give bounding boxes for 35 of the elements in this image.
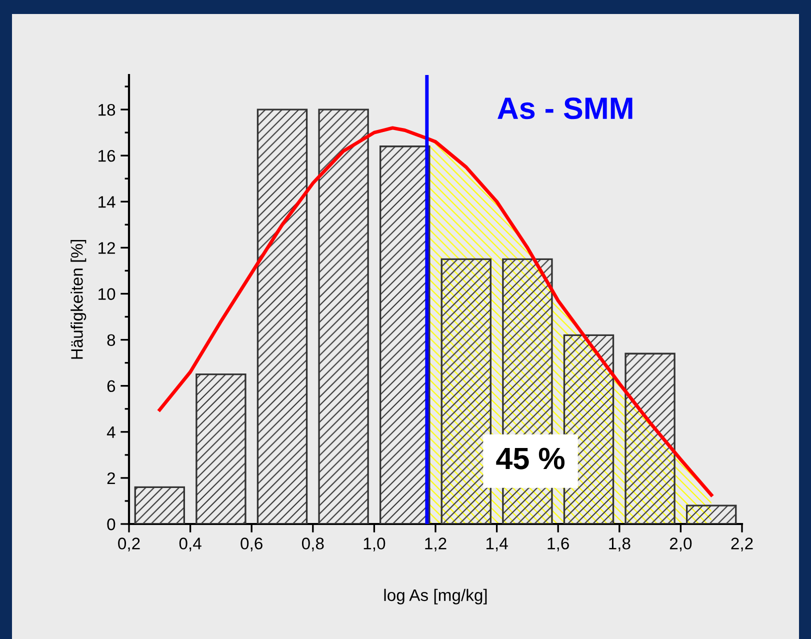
x-tick-label: 1,2 (425, 538, 446, 552)
bar (256, 108, 308, 524)
x-tick-label: 0,8 (302, 538, 324, 552)
y-tick-label: 10 (98, 288, 116, 300)
y-tick-label: 4 (106, 426, 116, 438)
x-tick-label: 0,4 (179, 538, 202, 552)
y-tick-label: 18 (98, 104, 116, 116)
x-tick-label: 1,4 (486, 538, 508, 552)
x-tick-label: 0,6 (240, 538, 262, 552)
annotation: 45 % (496, 448, 565, 470)
y-tick-label: 14 (98, 196, 116, 208)
y-tick-label: 12 (98, 242, 115, 254)
annotation: As - SMM (498, 97, 632, 120)
y-tick-label: 16 (98, 150, 116, 162)
x-tick-label: 0,2 (118, 538, 140, 552)
x-tick-label: 1,6 (548, 538, 569, 552)
bar (196, 374, 246, 524)
line-series (158, 126, 714, 497)
bar (134, 486, 186, 524)
y-tick-label: 2 (107, 472, 115, 484)
y-tick-label: 6 (107, 380, 116, 392)
x-tick-label: 1,8 (609, 538, 630, 552)
bar (624, 352, 676, 524)
y-axis-title: Häufigkeiten [%] (70, 240, 86, 359)
x-tick-label: 2,0 (670, 538, 692, 552)
x-tick-label: 2,2 (731, 538, 753, 552)
x-axis-title: log As [mg/kg] (384, 588, 487, 604)
bar (379, 146, 430, 524)
y-tick-label: 0 (107, 518, 116, 530)
bar (318, 108, 369, 524)
y-tick-label: 8 (107, 334, 116, 346)
x-tick-label: 1,0 (364, 538, 386, 552)
bar (440, 258, 492, 524)
bar (563, 334, 614, 524)
bar (686, 504, 737, 524)
